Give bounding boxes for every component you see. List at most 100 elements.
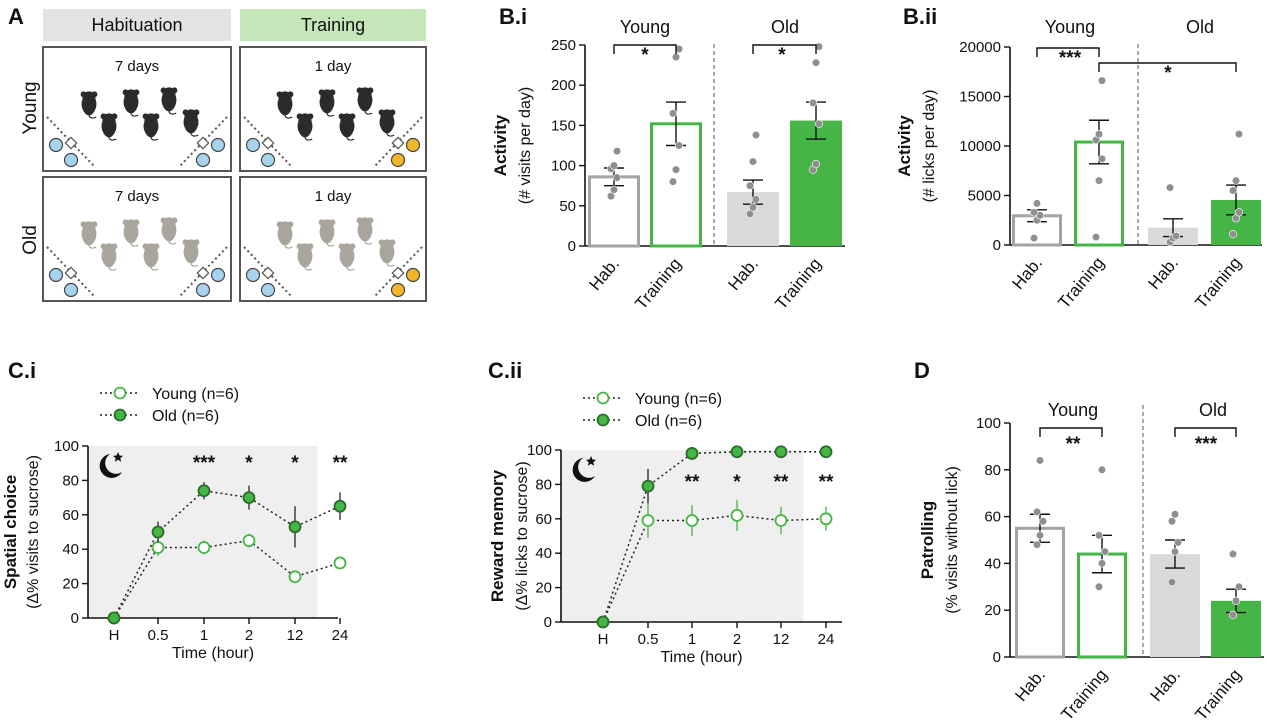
data-point [668, 109, 678, 118]
data-point [1097, 559, 1107, 568]
data-point [151, 541, 165, 554]
y-tick-label: 80 [62, 472, 79, 489]
corner-divider [373, 116, 423, 168]
y-axis-subtitle: (# licks per day) [921, 90, 938, 203]
panel-title: B.i [499, 4, 527, 29]
data-point [808, 98, 818, 107]
water-port-icon [63, 282, 79, 298]
data-point [1167, 517, 1177, 526]
data-point [1234, 582, 1244, 591]
bar-4 [790, 120, 842, 246]
y-tick-label: 80 [984, 462, 1001, 479]
series-line-old [602, 450, 826, 623]
panel-title: D [914, 358, 930, 383]
data-point [819, 445, 833, 459]
data-point [685, 447, 699, 460]
x-tick-label: 1 [200, 627, 208, 644]
data-point [730, 445, 744, 459]
data-point [1173, 538, 1183, 547]
corner-divider [243, 246, 293, 298]
chart-d: D 0 20 40 60 80 100 Patrolling (% visits without… [914, 358, 1264, 720]
data-point [1228, 549, 1238, 559]
y-tick-label: 100 [527, 442, 552, 459]
cage-border [239, 46, 427, 172]
significance-bracket [752, 44, 817, 54]
group-label-old: Old [771, 17, 799, 37]
cage-duration: 1 day [315, 58, 352, 75]
group-label-old: Old [1186, 17, 1214, 37]
y-axis-subtitle: (# visits per day) [517, 87, 534, 204]
data-point [1094, 531, 1104, 540]
legend-marker [596, 413, 610, 427]
data-point [668, 177, 678, 186]
y-axis-title: Spatial choice [1, 475, 20, 589]
cage-duration: 7 days [115, 58, 159, 75]
data-point [1029, 233, 1039, 243]
y-tick-label: 0 [993, 237, 1001, 254]
y-tick-label: 50 [559, 198, 576, 215]
data-point [1094, 176, 1104, 185]
x-tick-label: 2 [245, 627, 253, 644]
data-point [1038, 517, 1048, 526]
corner-divider [178, 116, 228, 168]
y-tick-label: 10000 [959, 138, 1001, 155]
x-tick-label: 0.5 [638, 631, 659, 648]
y-tick-label: 5000 [968, 188, 1001, 205]
data-point [107, 611, 121, 625]
significance-label: *** [1195, 434, 1218, 455]
y-axis-subtitle: (Δ% visits to sucrose) [25, 455, 42, 609]
corner-divider [178, 246, 228, 298]
cage-border [42, 46, 232, 172]
y-tick-label: 150 [551, 117, 576, 134]
data-point [1228, 230, 1238, 239]
data-point [685, 514, 699, 527]
data-point [1170, 547, 1180, 556]
y-tick-label: 60 [984, 509, 1001, 526]
y-tick-label: 60 [535, 511, 552, 528]
significance-label: * [1164, 63, 1172, 84]
data-point [288, 570, 302, 584]
data-point [1234, 130, 1244, 139]
legend-label: Young (n=6) [152, 386, 239, 403]
x-category-label: Hab. [1146, 665, 1184, 705]
water-port-icon [260, 152, 276, 168]
data-point [333, 499, 347, 513]
x-tick-label: 0.5 [148, 627, 169, 644]
water-port-icon [245, 137, 261, 153]
data-point [333, 556, 347, 570]
data-point [197, 541, 211, 554]
star-icon [586, 456, 596, 466]
significance-label: * [733, 472, 741, 493]
group-label-young: Young [1045, 17, 1095, 37]
legend-marker [113, 386, 127, 400]
significance-label: ** [819, 472, 834, 493]
x-tick-label: 12 [773, 631, 790, 648]
water-port-icon [63, 152, 79, 168]
sucrose-port-icon [405, 267, 421, 283]
data-point [1094, 582, 1104, 591]
sucrose-port-icon [390, 152, 406, 168]
y-axis-title: Patrolling [918, 501, 937, 579]
y-tick-label: 20 [984, 602, 1001, 619]
data-point [609, 161, 619, 170]
water-port-icon [195, 282, 211, 298]
y-tick-label: 60 [62, 507, 79, 524]
y-tick-label: 0 [71, 610, 79, 627]
data-point [1234, 208, 1244, 217]
data-point [1231, 596, 1241, 605]
x-category-label: Training [1057, 665, 1111, 720]
data-point [811, 58, 821, 67]
row-label-old: Old [20, 225, 41, 255]
data-point [1097, 465, 1107, 474]
significance-label: * [641, 45, 649, 66]
sucrose-port-icon [390, 282, 406, 298]
data-point [612, 173, 622, 182]
significance-label: * [291, 453, 299, 474]
significance-bracket [1039, 427, 1103, 437]
data-point [1035, 456, 1045, 465]
x-category-label: Hab. [724, 254, 762, 294]
y-tick-label: 100 [54, 438, 79, 455]
panel-a-schematic: A Habituation Training Young Old 7 days 1… [8, 4, 427, 302]
sensor-diamond-icon [196, 266, 210, 280]
